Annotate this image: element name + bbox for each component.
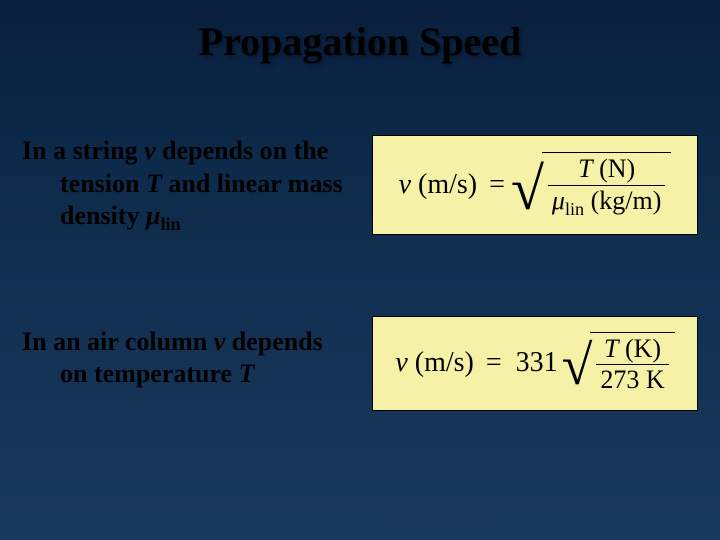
coefficient: 331	[516, 347, 558, 379]
den-unit: (kg/m)	[584, 186, 661, 215]
text: density	[60, 201, 146, 230]
text: tension	[60, 169, 146, 198]
section-string: In a string v depends on the tension T a…	[0, 135, 720, 236]
num-unit: (K)	[618, 334, 661, 363]
air-text: In an air column v depends on temperatur…	[22, 326, 362, 391]
radical-icon: √	[562, 350, 593, 384]
lhs-unit: (m/s)	[411, 169, 477, 200]
text: and linear mass	[162, 169, 343, 198]
sub-lin: lin	[160, 214, 180, 234]
formula-air: v (m/s) = 331 √ T (K) 273 K	[372, 316, 698, 411]
text: on temperature	[60, 359, 239, 388]
equals: =	[489, 169, 505, 201]
text: depends on the	[156, 136, 329, 165]
slide-title: Propagation Speed	[0, 0, 720, 65]
var-T: T	[239, 359, 255, 388]
var-v: v	[214, 327, 226, 356]
sqrt: √ T (N) μlin (kg/m)	[511, 152, 671, 219]
formula-string: v (m/s) = √ T (N) μlin (kg/m)	[372, 135, 698, 235]
lhs-var: v	[395, 347, 407, 378]
formula-content: v (m/s) = √ T (N) μlin (kg/m)	[399, 152, 672, 219]
num-unit: (N)	[593, 154, 636, 183]
num-var: T	[578, 154, 592, 183]
string-text: In a string v depends on the tension T a…	[22, 135, 362, 236]
sqrt: √ T (K) 273 K	[562, 332, 675, 395]
formula-content: v (m/s) = 331 √ T (K) 273 K	[395, 332, 674, 395]
var-v: v	[144, 136, 156, 165]
den-sub: lin	[565, 199, 584, 219]
var-mu: μ	[146, 201, 160, 230]
lhs-unit: (m/s)	[408, 347, 474, 378]
denominator: 273 K	[596, 364, 668, 395]
section-air: In an air column v depends on temperatur…	[0, 306, 720, 411]
lhs-var: v	[399, 169, 411, 200]
num-var: T	[604, 334, 618, 363]
var-T: T	[146, 169, 162, 198]
equals: =	[486, 347, 502, 379]
fraction: T (K) 273 K	[596, 335, 668, 395]
text: depends	[225, 327, 323, 356]
text: In an air column	[22, 327, 214, 356]
text: In a string	[22, 136, 144, 165]
fraction: T (N) μlin (kg/m)	[548, 155, 666, 219]
den-var: μ	[552, 186, 565, 215]
radical-icon: √	[511, 171, 544, 207]
